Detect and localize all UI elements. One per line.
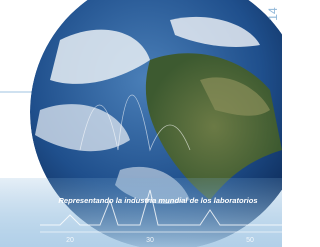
tagline: Representando la industria mundial de lo… [58,196,257,205]
bottom-band [0,178,282,247]
page-number: 14 [266,7,280,21]
scale-label: 20 [66,237,74,244]
cover-image: 14 Representando la industria mundial de… [0,0,282,247]
scale-label: 30 [146,237,154,244]
page: 14 Representando la industria mundial de… [0,0,320,247]
scale-label: 50 [246,237,254,244]
